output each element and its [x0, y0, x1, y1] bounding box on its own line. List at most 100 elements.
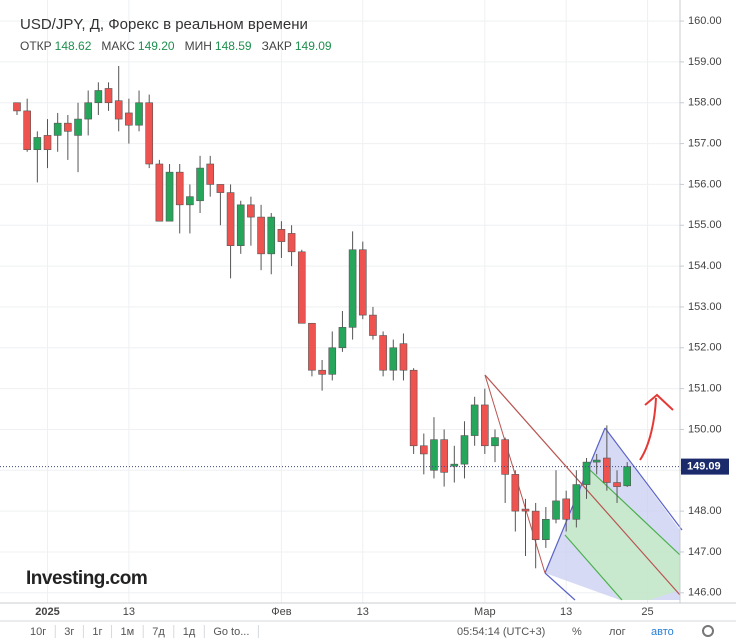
stat-value: 149.09 [295, 39, 332, 53]
candle-body [33, 137, 42, 151]
candle-body [135, 102, 143, 126]
x-tick-label: 13 [123, 606, 135, 618]
candle-body [226, 192, 235, 246]
candle-body [236, 204, 245, 246]
candle-body [145, 102, 154, 165]
y-tick-label: 159.00 [688, 56, 722, 68]
y-tick-label: 147.00 [688, 546, 722, 558]
candle-body [460, 435, 469, 465]
candle-body [308, 322, 316, 371]
y-tick-label: 152.00 [688, 342, 722, 354]
x-tick-label: 25 [641, 606, 653, 618]
candle-body [216, 184, 225, 193]
pitchfork-line [604, 427, 683, 531]
x-tick-label: 2025 [35, 606, 59, 618]
candle-body [542, 518, 550, 541]
candle-body [572, 484, 581, 520]
candle-body [440, 439, 448, 473]
range-button[interactable]: 1м [121, 626, 135, 638]
drawings [484, 374, 683, 601]
candle-body [450, 463, 459, 467]
stat-label: ОТКР [20, 39, 52, 53]
candle-body [287, 233, 296, 253]
y-tick-label: 148.00 [688, 505, 722, 517]
y-tick-label: 154.00 [688, 260, 722, 272]
pitchfork-line [589, 469, 681, 556]
clock: 05:54:14 (UTC+3) [457, 626, 545, 638]
scale-button[interactable]: авто [651, 626, 674, 638]
candle-body [175, 171, 184, 206]
candle-body [562, 498, 570, 520]
scale-button[interactable]: лог [609, 626, 626, 638]
candle-body [104, 88, 113, 104]
candle-body [409, 369, 418, 447]
candle-body [53, 122, 62, 136]
candle-body [603, 457, 611, 483]
stat-value: 148.59 [215, 39, 252, 53]
candle-body [196, 167, 204, 202]
candle-body [369, 314, 377, 336]
candles [13, 65, 632, 569]
arrow [639, 393, 674, 461]
candle-body [186, 196, 194, 206]
y-tick-label: 155.00 [688, 219, 722, 231]
stat-label: МАКС [101, 39, 135, 53]
candle-body [582, 461, 591, 485]
candle-body [114, 100, 123, 120]
candle-body [297, 251, 306, 324]
range-button[interactable]: 1г [92, 626, 102, 638]
candle-body [491, 437, 499, 447]
last-price-label: 149.09 [687, 461, 721, 473]
candle-body [84, 102, 92, 120]
range-button[interactable]: 10г [30, 626, 46, 638]
y-tick-label: 158.00 [688, 97, 722, 109]
candle-body [613, 482, 621, 487]
candle-body [389, 347, 398, 371]
candle-body [247, 204, 255, 218]
candle-body [165, 171, 174, 222]
y-tick-label: 151.00 [688, 383, 722, 395]
candle-body [592, 459, 601, 463]
y-tick-label: 156.00 [688, 178, 722, 190]
range-button[interactable]: 3г [64, 626, 74, 638]
settings-icon[interactable] [702, 625, 714, 637]
candle-body [125, 112, 133, 126]
candle-body [318, 369, 326, 375]
candle-body [74, 118, 82, 136]
x-tick-label: 13 [560, 606, 572, 618]
y-tick-label: 150.00 [688, 423, 722, 435]
candle-body [257, 216, 265, 255]
candle-body [399, 343, 408, 371]
range-button[interactable]: 1д [183, 626, 196, 638]
y-tick-label: 153.00 [688, 301, 722, 313]
candle-body [338, 327, 347, 349]
candle-body [94, 90, 103, 104]
logo: Investing.com [26, 568, 147, 589]
candle-body [481, 404, 489, 447]
stat-value: 148.62 [55, 39, 92, 53]
y-tick-label: 157.00 [688, 137, 722, 149]
candle-body [64, 122, 72, 132]
chart-title: USD/JPY, Д, Форекс в реальном времени [20, 16, 308, 33]
candle-body [430, 439, 438, 471]
candle-body [379, 335, 387, 371]
candle-body [552, 500, 560, 520]
stat-label: ЗАКР [262, 39, 292, 53]
candle-body [358, 249, 367, 316]
candle-body [419, 445, 428, 455]
candle-body [470, 404, 479, 436]
candle-body [267, 216, 276, 255]
candle-body [501, 439, 509, 475]
candle-body [511, 474, 520, 512]
candle-body [277, 229, 286, 242]
candle-body [328, 347, 337, 375]
y-tick-label: 146.00 [688, 587, 722, 599]
pitchfork-line [544, 572, 576, 601]
candle-body [13, 102, 21, 112]
range-button[interactable]: 7д [152, 626, 165, 638]
range-button[interactable]: Go to... [213, 626, 249, 638]
candle-body [155, 163, 164, 222]
scale-button[interactable]: % [572, 626, 582, 638]
x-tick-label: Фев [271, 606, 291, 618]
pitchfork-median [484, 374, 681, 596]
